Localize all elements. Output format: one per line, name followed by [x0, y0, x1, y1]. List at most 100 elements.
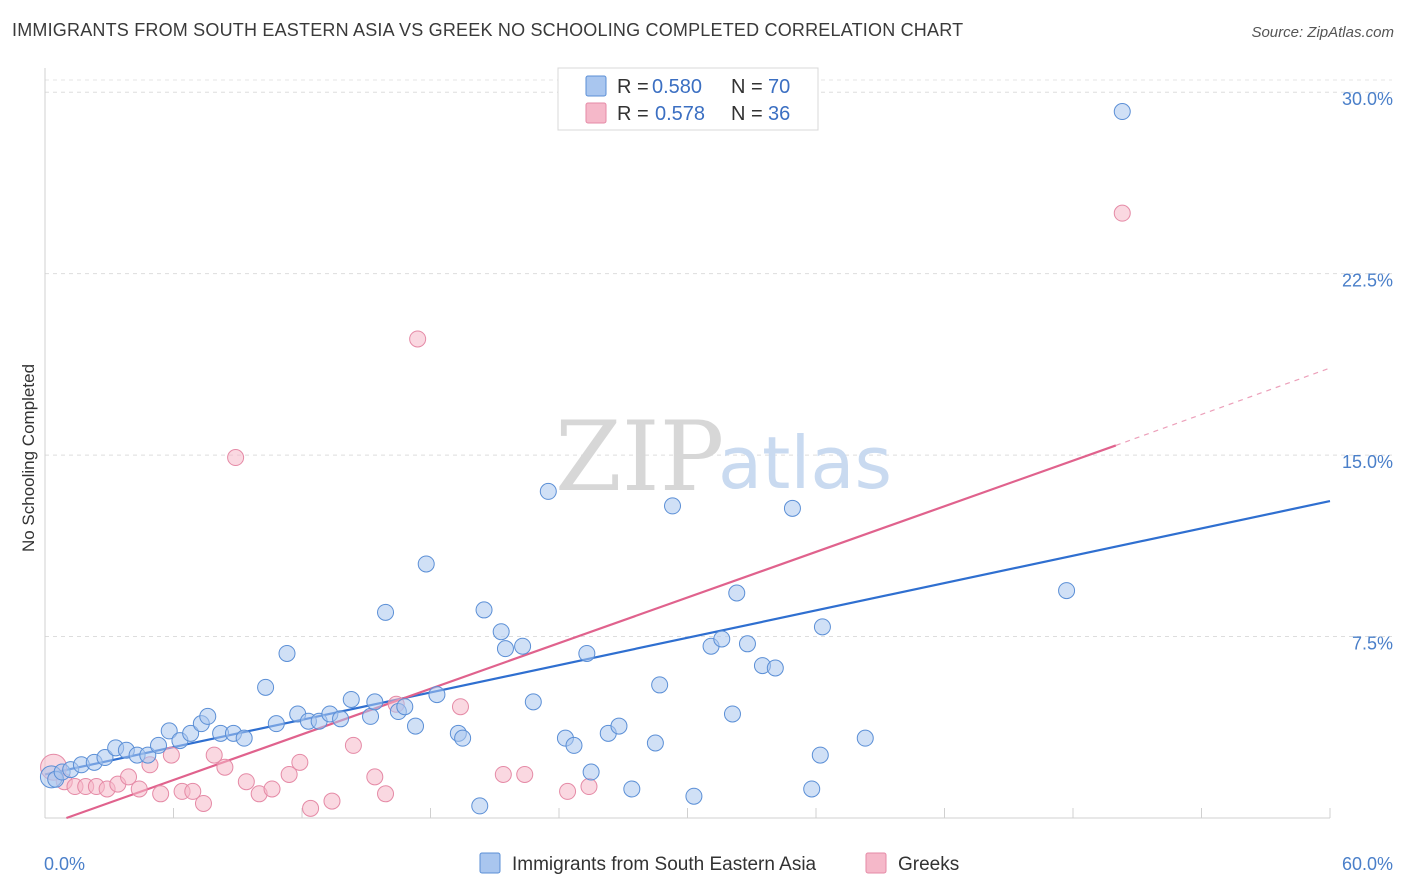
bottom-legend-swatch-blue	[479, 852, 501, 874]
point-greeks-13	[184, 782, 202, 800]
point-sea-67	[813, 618, 831, 636]
trend-line-blue	[44, 499, 1331, 776]
point-sea-69	[1113, 103, 1131, 121]
point-sea-36	[428, 686, 446, 704]
point-sea-56	[685, 787, 703, 805]
x-tick-labels: 0.0% 60.0%	[44, 854, 1393, 874]
bottom-legend-label-pink: Greeks	[898, 854, 959, 875]
point-sea-47	[565, 736, 583, 754]
axes	[44, 68, 1330, 819]
trend-lines	[44, 367, 1331, 820]
legend-r-value-1: 0.580	[652, 76, 702, 98]
point-sea-22	[278, 644, 296, 662]
point-sea-10	[139, 746, 157, 764]
source-credit: Source: ZipAtlas.com	[1251, 24, 1394, 41]
point-greeks-25	[344, 736, 362, 754]
point-sea-40	[475, 601, 493, 619]
chart-title: IMMIGRANTS FROM SOUTH EASTERN ASIA VS GR…	[12, 20, 964, 40]
point-greeks-23	[302, 799, 320, 817]
point-sea-28	[342, 690, 360, 708]
point-greeks-26	[366, 768, 384, 786]
point-greeks-16	[216, 758, 234, 776]
point-greeks-10	[152, 785, 170, 803]
point-sea-19	[235, 729, 253, 747]
point-sea-31	[377, 603, 395, 621]
point-greeks-7	[120, 768, 138, 786]
point-greeks-17	[227, 449, 245, 467]
y-tick-labels: 7.5% 15.0% 22.5% 30.0%	[1342, 89, 1393, 653]
point-sea-41	[492, 623, 510, 641]
point-greeks-11	[162, 746, 180, 764]
legend-n-label-2: N =	[731, 103, 763, 125]
point-greeks-33	[559, 782, 577, 800]
y-tick-label-2: 22.5%	[1342, 271, 1393, 291]
point-sea-39	[471, 797, 489, 815]
y-axis-label: No Schooling Completed	[19, 364, 38, 552]
point-greeks-31	[494, 765, 512, 783]
point-sea-45	[539, 482, 557, 500]
point-greeks-15	[205, 746, 223, 764]
legend-r-label-2: R =	[617, 103, 649, 125]
point-sea-53	[646, 734, 664, 752]
point-greeks-27	[377, 785, 395, 803]
point-sea-61	[738, 635, 756, 653]
point-sea-58	[713, 630, 731, 648]
legend-n-value-2: 36	[768, 103, 790, 125]
point-sea-64	[783, 499, 801, 517]
point-sea-12	[160, 722, 178, 740]
legend-swatch-pink	[585, 102, 607, 124]
point-sea-55	[664, 497, 682, 515]
point-sea-66	[811, 746, 829, 764]
point-sea-54	[651, 676, 669, 694]
bottom-legend-swatch-pink	[865, 852, 887, 874]
point-sea-30	[366, 693, 384, 711]
point-greeks-34	[580, 778, 598, 796]
legend-r-label-1: R =	[617, 76, 649, 98]
legend-box: R = 0.580 N = 70 R = 0.578 N = 36	[557, 67, 819, 131]
point-sea-70	[1058, 582, 1076, 600]
point-sea-6	[96, 749, 114, 767]
legend-n-label-1: N =	[731, 76, 763, 98]
point-sea-35	[417, 555, 435, 573]
point-sea-63	[766, 659, 784, 677]
point-greeks-21	[280, 765, 298, 783]
point-sea-42	[496, 640, 514, 658]
y-tick-label-0: 7.5%	[1352, 634, 1393, 654]
trend-line-pink	[66, 444, 1117, 820]
point-sea-33	[396, 698, 414, 716]
point-sea-29	[362, 707, 380, 725]
point-sea-20	[257, 678, 275, 696]
point-sea-65	[803, 780, 821, 798]
y-tick-label-1: 15.0%	[1342, 452, 1393, 472]
point-sea-49	[582, 763, 600, 781]
point-sea-44	[524, 693, 542, 711]
point-sea-27	[332, 710, 350, 728]
legend-n-value-1: 70	[768, 76, 790, 98]
point-greeks-18	[237, 773, 255, 791]
point-sea-21	[267, 715, 285, 733]
bottom-legend: Immigrants from South Eastern Asia Greek…	[479, 852, 959, 875]
data-points	[39, 103, 1131, 817]
trend-line-pink-extension	[1115, 367, 1331, 446]
watermark-zip: ZIP	[555, 401, 724, 513]
x-tick-label-1: 60.0%	[1342, 854, 1393, 874]
point-sea-34	[407, 717, 425, 735]
point-sea-60	[728, 584, 746, 602]
point-greeks-22	[291, 753, 309, 771]
point-greeks-8	[130, 780, 148, 798]
point-greeks-20	[263, 780, 281, 798]
point-sea-48	[578, 644, 596, 662]
point-sea-43	[514, 637, 532, 655]
legend-r-value-2: 0.578	[655, 103, 705, 125]
legend-swatch-blue	[585, 75, 607, 97]
x-tick-label-0: 0.0%	[44, 854, 85, 874]
watermark: ZIP atlas	[555, 401, 892, 513]
point-greeks-30	[451, 698, 469, 716]
point-sea-51	[610, 717, 628, 735]
bottom-legend-label-blue: Immigrants from South Eastern Asia	[512, 854, 817, 875]
point-sea-16	[199, 707, 217, 725]
point-sea-59	[723, 705, 741, 723]
point-greeks-24	[323, 792, 341, 810]
watermark-atlas: atlas	[718, 421, 892, 505]
